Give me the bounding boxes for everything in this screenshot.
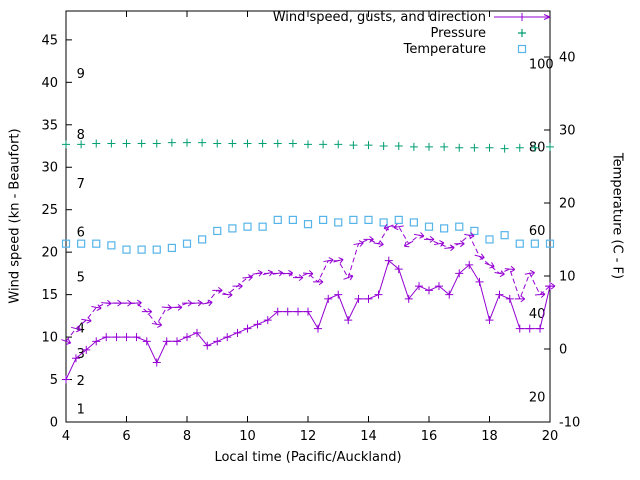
svg-text:15: 15	[41, 288, 58, 303]
legend-label-pressure: Pressure	[430, 25, 486, 41]
svg-text:45: 45	[41, 33, 58, 48]
svg-text:35: 35	[41, 118, 58, 133]
svg-text:20: 20	[542, 429, 559, 444]
legend-label-temperature: Temperature	[403, 41, 486, 57]
svg-text:0: 0	[559, 342, 567, 357]
svg-text:40: 40	[529, 307, 546, 322]
svg-text:7: 7	[77, 177, 85, 192]
svg-text:9: 9	[77, 67, 85, 82]
svg-text:1: 1	[77, 402, 85, 417]
legend-item-temperature: Temperature	[230, 41, 552, 57]
svg-text:8: 8	[77, 128, 85, 143]
svg-text:18: 18	[481, 429, 498, 444]
svg-text:8: 8	[183, 429, 191, 444]
svg-text:20: 20	[529, 390, 546, 405]
svg-text:20: 20	[559, 196, 576, 211]
right-y-axis-label: Temperature (C - F)	[609, 152, 625, 280]
svg-text:14: 14	[360, 429, 377, 444]
temperature-square-icon	[492, 42, 552, 56]
svg-text:25: 25	[41, 203, 58, 218]
pressure-plus-icon	[492, 26, 552, 40]
svg-text:10: 10	[559, 269, 576, 284]
x-axis-label: Local time (Pacific/Auckland)	[214, 450, 402, 465]
svg-text:100: 100	[529, 57, 554, 72]
svg-text:40: 40	[559, 50, 576, 65]
wind-line-icon	[492, 10, 552, 24]
svg-text:-10: -10	[559, 416, 580, 431]
svg-text:4: 4	[62, 429, 70, 444]
svg-text:10: 10	[239, 429, 256, 444]
svg-text:6: 6	[122, 429, 130, 444]
legend-label-wind: Wind speed, gusts, and direction	[272, 9, 486, 25]
svg-text:10: 10	[41, 331, 58, 346]
legend-item-pressure: Pressure	[230, 25, 552, 41]
svg-text:5: 5	[50, 373, 58, 388]
svg-text:6: 6	[77, 226, 85, 241]
svg-text:40: 40	[41, 76, 58, 91]
svg-text:30: 30	[41, 161, 58, 176]
left-y-axis-label: Wind speed (kn - Beaufort)	[7, 128, 23, 304]
svg-text:20: 20	[41, 246, 58, 261]
svg-text:30: 30	[559, 123, 576, 138]
svg-text:60: 60	[529, 224, 546, 239]
legend-item-wind: Wind speed, gusts, and direction	[230, 9, 552, 25]
svg-text:16: 16	[421, 429, 438, 444]
svg-text:0: 0	[50, 416, 58, 431]
svg-text:12: 12	[300, 429, 317, 444]
legend: Wind speed, gusts, and direction Pressur…	[230, 9, 552, 57]
svg-text:5: 5	[77, 271, 85, 286]
svg-text:2: 2	[77, 374, 85, 389]
